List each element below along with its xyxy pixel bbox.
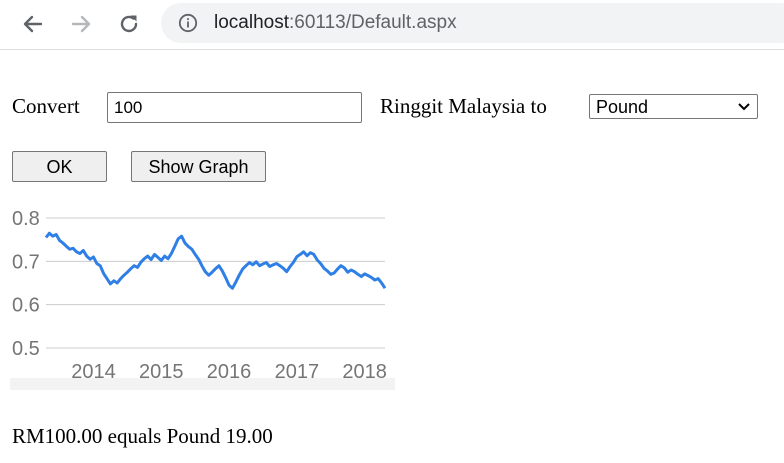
from-currency-label: Ringgit Malaysia to	[380, 94, 547, 118]
x-tick-label: 2015	[139, 361, 184, 383]
convert-label: Convert	[12, 94, 80, 118]
conversion-result: RM100.00 equals Pound 19.00	[12, 424, 273, 448]
y-tick-label: 0.5	[12, 338, 40, 360]
currency-select-value: Pound	[596, 97, 649, 117]
exchange-rate-chart: 0.8 0.7 0.6 0.5 2014 2015 2016 2017 2018	[10, 200, 395, 390]
y-tick-label: 0.8	[12, 208, 40, 230]
url-path: :60113/Default.aspx	[289, 12, 457, 33]
back-arrow-icon[interactable]	[18, 9, 48, 39]
x-tick-label: 2017	[275, 361, 320, 383]
browser-toolbar: localhost:60113/Default.aspx	[0, 0, 784, 50]
address-bar[interactable]: localhost:60113/Default.aspx	[161, 3, 784, 43]
x-tick-label: 2014	[71, 361, 116, 383]
url-text: localhost:60113/Default.aspx	[214, 13, 457, 33]
ok-button[interactable]: OK	[12, 151, 107, 182]
chart-background	[10, 200, 395, 390]
x-tick-label: 2016	[207, 361, 252, 383]
forward-arrow-icon[interactable]	[66, 9, 96, 39]
reload-icon[interactable]	[114, 9, 144, 39]
chevron-down-icon	[738, 103, 750, 111]
x-tick-label: 2018	[342, 361, 387, 383]
show-graph-button[interactable]: Show Graph	[131, 151, 266, 182]
currency-select[interactable]: Pound	[589, 94, 758, 119]
series-line	[44, 231, 387, 290]
info-icon[interactable]	[178, 13, 198, 33]
chart-footer-band	[10, 378, 395, 390]
y-tick-label: 0.6	[12, 295, 40, 317]
url-host: localhost	[214, 12, 289, 33]
amount-input[interactable]	[107, 92, 362, 123]
y-tick-label: 0.7	[12, 251, 40, 273]
